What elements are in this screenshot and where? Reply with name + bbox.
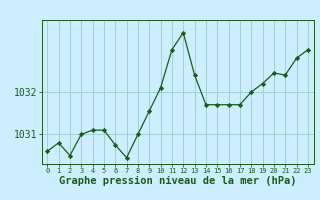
X-axis label: Graphe pression niveau de la mer (hPa): Graphe pression niveau de la mer (hPa) <box>59 176 296 186</box>
